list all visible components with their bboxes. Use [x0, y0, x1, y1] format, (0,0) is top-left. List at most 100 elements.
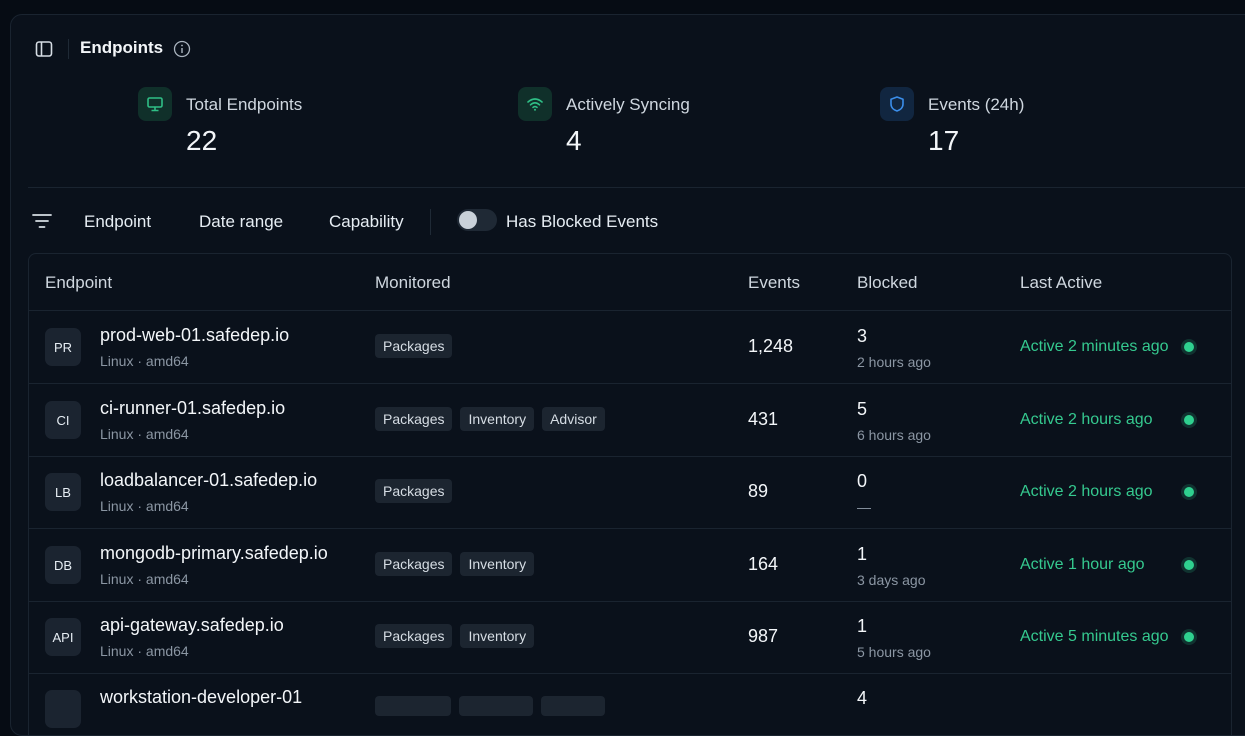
endpoints-table: Endpoint Monitored Events Blocked Last A… — [28, 253, 1232, 735]
endpoint-name[interactable]: ci-runner-01.safedep.io — [100, 398, 286, 418]
blocked-count: 4 — [857, 688, 868, 708]
endpoint-os: Linux · amd64 — [100, 571, 189, 587]
endpoint-name[interactable]: workstation-developer-01 — [100, 687, 303, 707]
capability-filter-button[interactable]: Capability — [329, 212, 404, 231]
endpoints-panel: Endpoints Total Endpoints 22 — [10, 14, 1245, 736]
column-header-endpoint[interactable]: Endpoint — [45, 273, 113, 292]
blocked-time: 6 hours ago — [857, 427, 931, 443]
stat-value: 22 — [186, 125, 218, 156]
filter-divider — [430, 209, 431, 235]
online-status-dot — [1184, 632, 1194, 642]
table-row[interactable]: PR prod-web-01.safedep.io Linux · amd64 … — [29, 311, 1231, 384]
last-active-status: Active 2 minutes ago — [1020, 338, 1169, 355]
shield-icon — [880, 87, 914, 121]
capability-tag: Packages — [375, 334, 453, 358]
endpoint-name[interactable]: mongodb-primary.safedep.io — [100, 543, 328, 563]
endpoint-avatar: CI — [45, 401, 81, 439]
capability-tag: Inventory — [460, 407, 535, 431]
last-active-status: Active 2 hours ago — [1020, 411, 1153, 428]
monitor-icon — [138, 87, 172, 121]
blocked-events-toggle[interactable] — [457, 209, 497, 231]
filter-icon[interactable] — [31, 211, 53, 236]
events-count: 1,248 — [748, 336, 794, 356]
column-header-monitored[interactable]: Monitored — [375, 273, 451, 292]
endpoint-filter-button[interactable]: Endpoint — [84, 212, 152, 231]
endpoint-os: Linux · amd64 — [100, 643, 189, 659]
blocked-events-toggle-label: Has Blocked Events — [506, 212, 659, 231]
online-status-dot — [1184, 560, 1194, 570]
capability-tag: Inventory — [460, 624, 535, 648]
last-active-status: Active 5 minutes ago — [1020, 628, 1169, 645]
endpoint-name[interactable]: api-gateway.safedep.io — [100, 615, 284, 635]
monitored-tags: Packages — [375, 334, 453, 358]
online-status-dot — [1184, 487, 1194, 497]
capability-tag: Inventory — [460, 552, 535, 576]
filter-bar: Endpoint Date range Capability Has Block… — [11, 205, 1245, 241]
blocked-count: 1 — [857, 544, 868, 564]
blocked-time: — — [857, 499, 871, 515]
toggle-knob — [459, 211, 477, 229]
table-row[interactable]: workstation-developer-01 4 — [29, 673, 1231, 735]
stat-label: Total Endpoints — [186, 95, 303, 114]
events-count: 164 — [748, 554, 779, 574]
blocked-count: 5 — [857, 399, 868, 419]
online-status-dot — [1184, 342, 1194, 352]
stat-label: Actively Syncing — [566, 95, 690, 114]
header-divider — [68, 39, 69, 59]
endpoint-os: Linux · amd64 — [100, 426, 189, 442]
blocked-count: 1 — [857, 616, 868, 636]
capability-tag — [375, 696, 451, 716]
capability-tag: Advisor — [542, 407, 605, 431]
sidebar-icon — [35, 41, 53, 57]
endpoint-avatar: DB — [45, 546, 81, 584]
column-header-last-active[interactable]: Last Active — [1020, 273, 1103, 292]
endpoint-os: Linux · amd64 — [100, 498, 189, 514]
wifi-icon — [518, 87, 552, 121]
capability-tag: Packages — [375, 552, 453, 576]
events-count: 987 — [748, 626, 779, 646]
endpoint-name[interactable]: prod-web-01.safedep.io — [100, 325, 290, 345]
blocked-count: 3 — [857, 326, 868, 346]
monitored-tags: Packages — [375, 479, 453, 503]
sidebar-toggle-button[interactable] — [33, 38, 55, 60]
capability-tag: Packages — [375, 479, 453, 503]
online-status-dot — [1184, 415, 1194, 425]
table-row[interactable]: CI ci-runner-01.safedep.io Linux · amd64… — [29, 384, 1231, 457]
page-header: Endpoints — [11, 15, 1245, 83]
info-icon[interactable] — [173, 40, 191, 58]
table-header: Endpoint Monitored Events Blocked Last A… — [29, 254, 1231, 311]
monitored-tags — [375, 696, 605, 716]
capability-tag — [541, 696, 605, 716]
endpoint-avatar: LB — [45, 473, 81, 511]
capability-tag: Packages — [375, 624, 453, 648]
endpoint-avatar: PR — [45, 328, 81, 366]
events-count: 89 — [748, 481, 769, 501]
page-title: Endpoints — [80, 38, 164, 57]
endpoint-avatar — [45, 690, 81, 728]
section-divider — [28, 187, 1245, 188]
monitored-tags: Packages Inventory — [375, 552, 535, 576]
monitored-tags: Packages Inventory Advisor — [375, 407, 605, 431]
stat-label: Events (24h) — [928, 95, 1025, 114]
column-header-events[interactable]: Events — [748, 273, 800, 292]
table-row[interactable]: LB loadbalancer-01.safedep.io Linux · am… — [29, 456, 1231, 529]
last-active-status: Active 2 hours ago — [1020, 483, 1153, 500]
blocked-time: 2 hours ago — [857, 354, 931, 370]
capability-tag: Packages — [375, 407, 453, 431]
blocked-time: 5 hours ago — [857, 644, 931, 660]
endpoint-name[interactable]: loadbalancer-01.safedep.io — [100, 470, 318, 490]
table-row[interactable]: DB mongodb-primary.safedep.io Linux · am… — [29, 529, 1231, 602]
monitored-tags: Packages Inventory — [375, 624, 535, 648]
last-active-status: Active 1 hour ago — [1020, 556, 1145, 573]
blocked-count: 0 — [857, 471, 868, 491]
date-range-filter-button[interactable]: Date range — [199, 212, 284, 231]
column-header-blocked[interactable]: Blocked — [857, 273, 918, 292]
endpoint-avatar: API — [45, 618, 81, 656]
capability-tag — [459, 696, 533, 716]
events-count: 431 — [748, 409, 779, 429]
table-row[interactable]: API api-gateway.safedep.io Linux · amd64… — [29, 601, 1231, 674]
endpoint-os: Linux · amd64 — [100, 353, 189, 369]
blocked-time: 3 days ago — [857, 572, 926, 588]
stat-value: 4 — [566, 125, 582, 156]
stat-value: 17 — [928, 125, 960, 156]
